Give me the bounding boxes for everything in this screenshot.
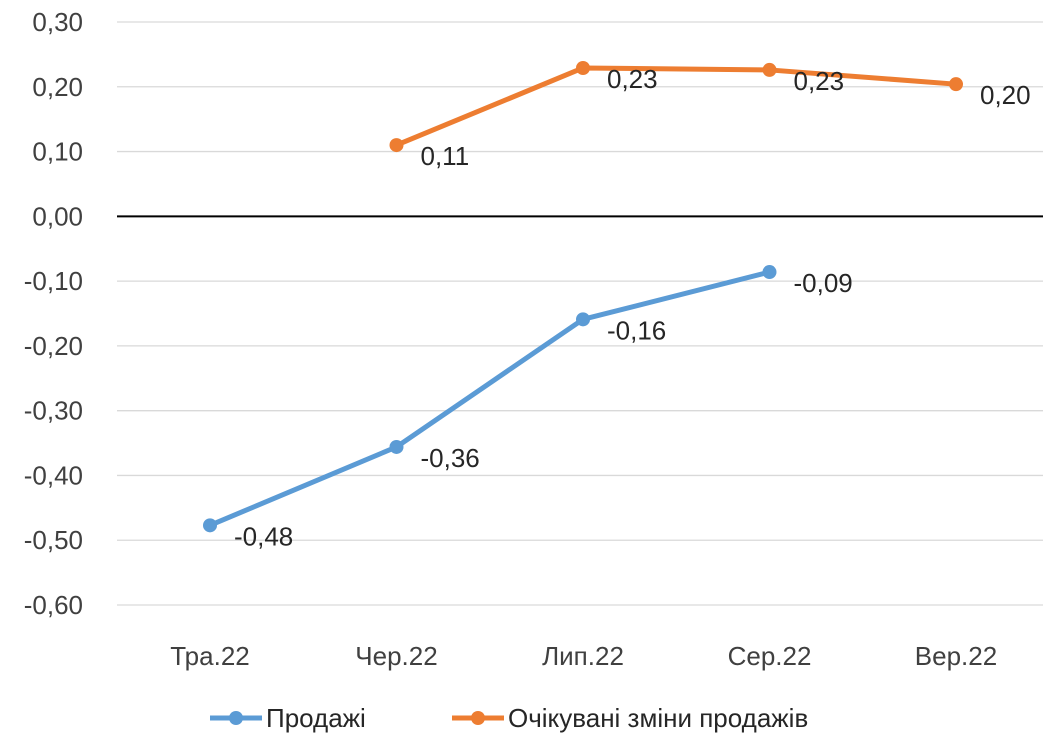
- x-tick-label: Вер.22: [915, 641, 997, 671]
- legend-label: Продажі: [266, 703, 366, 733]
- data-point: [763, 63, 777, 77]
- y-tick-label: 0,00: [32, 201, 83, 231]
- data-label: 0,20: [980, 80, 1031, 110]
- x-tick-label: Чер.22: [355, 641, 437, 671]
- data-label: 0,23: [607, 64, 658, 94]
- y-tick-label: -0,20: [24, 331, 83, 361]
- data-label: -0,36: [421, 443, 480, 473]
- data-point: [390, 440, 404, 454]
- data-point: [763, 265, 777, 279]
- x-tick-label: Лип.22: [542, 641, 624, 671]
- data-label: -0,09: [794, 268, 853, 298]
- series-line-1: [397, 68, 957, 145]
- x-axis-tick-labels: Тра.22 Чер.22 Лип.22 Сер.22 Вер.22: [170, 641, 997, 671]
- data-point: [949, 77, 963, 91]
- y-tick-label: -0,10: [24, 266, 83, 296]
- data-label: -0,48: [234, 521, 293, 551]
- data-point: [576, 312, 590, 326]
- legend: Продажі Очікувані зміни продажів: [210, 703, 808, 733]
- y-tick-label: -0,60: [24, 590, 83, 620]
- y-tick-label: 0,10: [32, 137, 83, 167]
- y-tick-label: -0,30: [24, 396, 83, 426]
- y-axis-tick-labels: 0,30 0,20 0,10 0,00 -0,10 -0,20 -0,30 -0,40 -0,5…: [24, 7, 83, 620]
- data-point: [576, 61, 590, 75]
- data-label: 0,11: [421, 141, 470, 171]
- data-point: [390, 138, 404, 152]
- legend-swatch-marker: [229, 711, 243, 725]
- data-label: 0,23: [794, 66, 845, 96]
- y-tick-label: -0,50: [24, 525, 83, 555]
- data-point: [203, 518, 217, 532]
- y-tick-label: 0,20: [32, 72, 83, 102]
- x-tick-label: Сер.22: [728, 641, 812, 671]
- data-label: -0,16: [607, 315, 666, 345]
- x-tick-label: Тра.22: [170, 641, 250, 671]
- series-line-0: [210, 272, 770, 525]
- legend-swatch-marker: [471, 711, 485, 725]
- y-tick-label: 0,30: [32, 7, 83, 37]
- legend-label: Очікувані зміни продажів: [508, 703, 808, 733]
- y-tick-label: -0,40: [24, 460, 83, 490]
